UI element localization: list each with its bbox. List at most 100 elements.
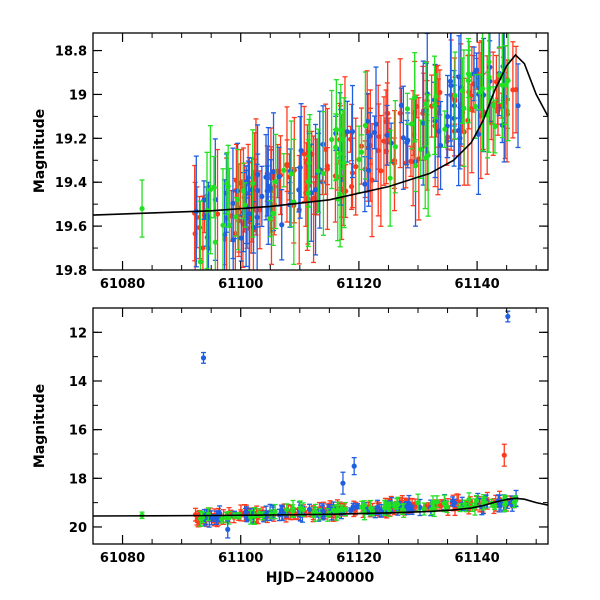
x-tick-label: 61080: [100, 551, 145, 566]
y-tick-label: 19.4: [55, 176, 87, 191]
data-point: [354, 503, 361, 509]
data-point: [417, 504, 423, 511]
data-point: [472, 103, 479, 110]
data-point: [479, 86, 486, 92]
data-point: [270, 169, 277, 175]
bottom-panel: 61080 61100 61120 61140 12 14 16 18 20 Magnitude…: [32, 307, 549, 586]
data-point: [249, 187, 255, 193]
data-point: [421, 506, 427, 512]
top-panel-data: [93, 33, 548, 270]
y-tick-label: 19.6: [55, 220, 87, 235]
data-point: [492, 503, 498, 510]
data-point: [400, 135, 406, 141]
data-point: [197, 516, 204, 522]
data-point: [226, 515, 232, 521]
data-point: [398, 102, 404, 108]
data-point: [392, 144, 398, 150]
data-point: [300, 506, 306, 513]
data-point: [224, 180, 230, 187]
data-point: [384, 132, 390, 138]
x-tick-label: 61100: [218, 551, 263, 566]
data-point: [374, 504, 381, 511]
data-point: [473, 498, 480, 504]
data-point: [268, 511, 274, 517]
data-point: [212, 239, 218, 245]
data-point: [263, 174, 269, 180]
data-point: [237, 180, 244, 186]
data-point: [420, 120, 426, 126]
data-point: [197, 259, 204, 265]
data-point: [451, 102, 457, 109]
y-tick-label: 18.8: [55, 45, 87, 60]
data-point: [200, 355, 207, 361]
y-tick-label: 19.8: [55, 264, 87, 279]
data-point: [276, 174, 282, 180]
data-point: [505, 313, 511, 320]
data-point: [207, 187, 213, 193]
data-point: [290, 505, 296, 512]
data-point: [259, 193, 265, 199]
data-point: [288, 171, 294, 177]
bottom-panel-frame: [92, 307, 549, 545]
data-point: [448, 82, 454, 89]
data-point: [466, 497, 472, 503]
data-point: [378, 508, 384, 514]
data-point: [492, 123, 498, 130]
data-point: [418, 146, 424, 152]
data-point: [353, 164, 359, 170]
data-point: [373, 121, 379, 127]
data-point: [442, 126, 448, 132]
data-point: [388, 140, 394, 146]
data-point: [344, 129, 350, 135]
data-point: [457, 135, 463, 141]
data-point: [219, 516, 225, 522]
data-point: [211, 184, 217, 190]
bottom-panel-ylabel: Magnitude: [32, 384, 48, 468]
data-point: [474, 67, 480, 73]
data-point: [444, 504, 450, 510]
data-point: [415, 500, 421, 506]
data-point: [312, 187, 319, 193]
data-point: [452, 92, 458, 99]
data-point: [235, 196, 241, 203]
y-tick-label: 19: [69, 88, 87, 103]
data-point: [461, 105, 467, 111]
data-point: [310, 196, 317, 202]
data-point: [320, 170, 327, 177]
data-point: [515, 103, 521, 109]
data-point: [486, 59, 492, 65]
data-point: [214, 211, 221, 217]
data-point: [270, 210, 276, 217]
data-point: [391, 502, 398, 508]
data-point: [399, 506, 406, 513]
data-point: [366, 167, 372, 173]
model-curve: [93, 53, 548, 216]
y-tick-label: 19.2: [55, 132, 87, 147]
data-point: [359, 504, 365, 510]
data-point: [436, 128, 442, 135]
data-point: [230, 200, 236, 206]
top-panel-ylabel: Magnitude: [32, 109, 48, 193]
data-point: [378, 168, 384, 174]
data-point: [284, 163, 290, 169]
data-point: [243, 510, 249, 516]
data-point: [238, 235, 244, 241]
data-point: [425, 152, 431, 159]
data-point: [284, 506, 290, 513]
data-point: [273, 178, 279, 185]
data-point: [255, 187, 261, 194]
top-panel: 61080 61100 61120 61140 18.8 19 19.2 19.4 19.6 19…: [32, 32, 549, 292]
top-panel-ticks: 61080 61100 61120 61140 18.8 19 19.2 19.4 19.6 19…: [55, 33, 548, 292]
y-tick-label: 14: [69, 375, 87, 390]
data-point: [267, 216, 273, 222]
x-tick-label: 61140: [454, 277, 499, 292]
data-point: [350, 504, 356, 510]
data-point: [196, 224, 203, 231]
data-point: [329, 136, 335, 143]
data-point: [362, 181, 368, 187]
data-point: [490, 102, 496, 108]
data-point: [502, 501, 508, 508]
data-point: [248, 514, 254, 520]
data-point: [305, 179, 311, 185]
